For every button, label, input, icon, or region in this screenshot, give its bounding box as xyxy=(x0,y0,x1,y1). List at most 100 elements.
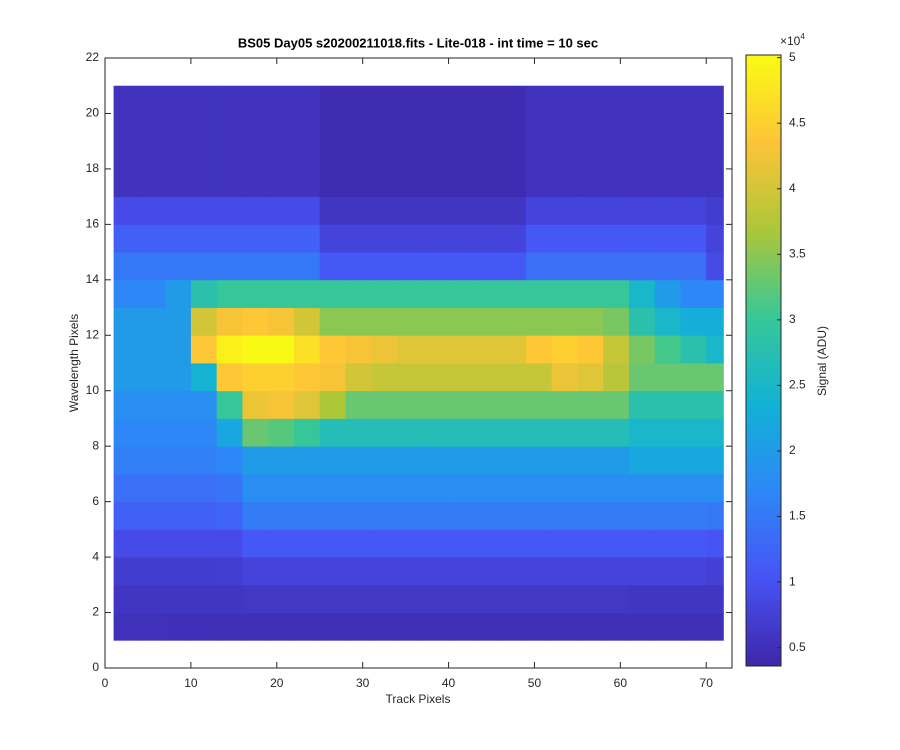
y-tick-label: 2 xyxy=(92,605,99,619)
heatmap-cell xyxy=(577,529,604,558)
heatmap-cell xyxy=(113,612,140,641)
heatmap-cell xyxy=(525,307,553,336)
colorbar-swatch xyxy=(746,146,781,153)
colorbar-swatch xyxy=(746,467,781,474)
colorbar-swatch xyxy=(746,105,781,112)
heatmap-cell xyxy=(345,418,372,447)
heatmap-cell xyxy=(422,390,449,419)
heatmap-cell xyxy=(577,390,604,419)
heatmap-cell xyxy=(680,363,707,392)
colorbar-swatch xyxy=(746,90,781,97)
heatmap-cell xyxy=(268,196,295,225)
heatmap-cell xyxy=(422,168,449,198)
y-tick-label: 12 xyxy=(86,327,100,341)
heatmap-cell xyxy=(500,529,527,558)
heatmap-cell xyxy=(680,224,707,253)
colorbar-swatch xyxy=(746,492,781,499)
colorbar-swatch xyxy=(746,177,781,183)
colorbar-swatch xyxy=(746,594,781,601)
colorbar-swatch xyxy=(746,401,781,407)
heatmap-cell xyxy=(654,584,681,613)
heatmap-cell xyxy=(319,501,346,530)
heatmap-cell xyxy=(190,446,218,475)
colorbar-swatch xyxy=(746,197,781,204)
colorbar-swatch xyxy=(746,233,781,239)
colorbar-swatch xyxy=(746,503,781,509)
colorbar-swatch xyxy=(746,411,781,418)
heatmap-cell xyxy=(628,279,656,308)
heatmap-cell xyxy=(654,335,681,364)
heatmap-cell xyxy=(706,141,724,170)
heatmap-cell xyxy=(628,113,656,142)
heatmap-cell xyxy=(577,501,604,530)
heatmap-cell xyxy=(448,168,475,198)
heatmap-cell xyxy=(139,335,166,364)
heatmap-cell xyxy=(139,307,166,336)
heatmap-cell xyxy=(113,252,140,281)
plot-frame xyxy=(104,57,733,669)
heatmap-cell xyxy=(216,446,243,475)
heatmap-cell xyxy=(628,335,656,364)
heatmap-cell xyxy=(345,390,372,419)
heatmap-cell xyxy=(603,113,630,142)
heatmap-cell xyxy=(190,141,218,170)
heatmap-cell xyxy=(551,85,578,114)
heatmap-cell xyxy=(216,307,243,336)
heatmap-cell xyxy=(345,557,372,586)
heatmap-cell xyxy=(500,335,527,364)
heatmap-cell xyxy=(345,612,372,641)
heatmap-cell xyxy=(319,363,346,392)
heatmap-cell xyxy=(603,196,630,225)
heatmap-cell xyxy=(139,390,166,419)
heatmap-cell xyxy=(113,141,140,170)
heatmap-cell xyxy=(500,473,527,503)
heatmap-cell xyxy=(113,85,140,114)
heatmap-cell xyxy=(680,307,707,336)
heatmap-cell xyxy=(422,473,449,503)
heatmap-cell xyxy=(319,390,346,419)
heatmap-cell xyxy=(165,85,192,114)
y-tick-label: 6 xyxy=(92,494,99,508)
heatmap-cell xyxy=(577,307,604,336)
heatmap-cell xyxy=(397,85,424,114)
heatmap-cell xyxy=(397,584,424,613)
heatmap-cell xyxy=(293,584,321,613)
heatmap-cell xyxy=(474,363,501,392)
heatmap-cell xyxy=(628,557,656,586)
heatmap-cell xyxy=(319,418,346,447)
heatmap-cell xyxy=(268,141,295,170)
colorbar-swatch xyxy=(746,528,781,535)
heatmap-cell xyxy=(319,279,346,308)
heatmap-cell xyxy=(680,446,707,475)
heatmap-cell xyxy=(319,584,346,613)
heatmap-cell xyxy=(577,363,604,392)
heatmap-cell xyxy=(525,279,553,308)
colorbar-swatch xyxy=(746,518,781,524)
heatmap-cell xyxy=(474,196,501,225)
heatmap-cell xyxy=(139,529,166,558)
heatmap-cell xyxy=(577,141,604,170)
heatmap-cell xyxy=(706,390,724,419)
heatmap-cell xyxy=(319,446,346,475)
heatmap-cell xyxy=(397,529,424,558)
heatmap-cell xyxy=(577,446,604,475)
heatmap-cell xyxy=(448,113,475,142)
heatmap-cell xyxy=(603,141,630,170)
heatmap-cell xyxy=(190,196,218,225)
heatmap-cell xyxy=(551,224,578,253)
heatmap-cell xyxy=(577,612,604,641)
heatmap-cell xyxy=(603,252,630,281)
y-tick-label: 14 xyxy=(86,272,100,286)
heatmap-cell xyxy=(371,390,398,419)
colorbar-swatch xyxy=(746,589,781,596)
heatmap-cell xyxy=(706,196,724,225)
x-tick-label: 40 xyxy=(442,676,456,690)
heatmap-cell xyxy=(500,612,527,641)
heatmap-cell xyxy=(680,196,707,225)
heatmap-cell xyxy=(242,529,269,558)
heatmap-cell xyxy=(654,141,681,170)
heatmap-cell xyxy=(448,335,475,364)
colorbar-swatch xyxy=(746,279,781,285)
heatmap-cell xyxy=(551,418,578,447)
colorbar-swatch xyxy=(746,360,781,367)
